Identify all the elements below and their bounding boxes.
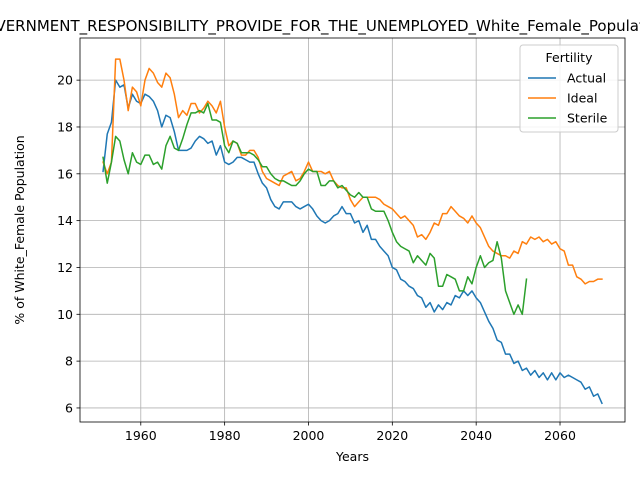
x-tick-label: 2000 [293,428,325,443]
series-line-actual [102,79,603,405]
y-tick-label: 8 [65,354,73,369]
legend-label-ideal: Ideal [567,91,597,106]
x-axis-label: Years [335,449,369,464]
y-axis-label: % of White_Female Population [12,135,27,324]
legend-box [519,44,619,133]
x-tick-label: 2020 [376,428,408,443]
y-tick-label: 20 [57,73,73,88]
y-tick-label: 10 [57,307,73,322]
legend: Fertility Actual Ideal Sterile [519,44,619,133]
y-tick-label: 6 [65,400,73,415]
legend-label-actual: Actual [567,71,606,86]
chart-title: GOVERNMENT_RESPONSIBILITY_PROVIDE_FOR_TH… [0,17,640,36]
grid [80,38,625,422]
series-line-sterile [102,102,528,316]
series-line-ideal [102,58,603,285]
plot-frame [79,37,626,423]
x-tick-label: 1960 [125,428,157,443]
y-tick-label: 18 [57,119,73,134]
x-tick-label: 2060 [544,428,576,443]
y-tick-label: 12 [57,260,73,275]
series-layer [102,58,603,405]
x-tick-label: 1980 [209,428,241,443]
legend-label-sterile: Sterile [567,111,608,126]
legend-entries: Actual Ideal Sterile [528,71,608,126]
x-axis-ticks: 1960 1980 2000 2020 2040 2060 [125,422,576,443]
y-tick-label: 16 [57,166,73,181]
legend-title: Fertility [546,50,594,65]
x-tick-label: 2040 [460,428,492,443]
y-tick-label: 14 [57,213,73,228]
y-axis-ticks: 6 8 10 12 14 16 18 20 [57,73,80,415]
